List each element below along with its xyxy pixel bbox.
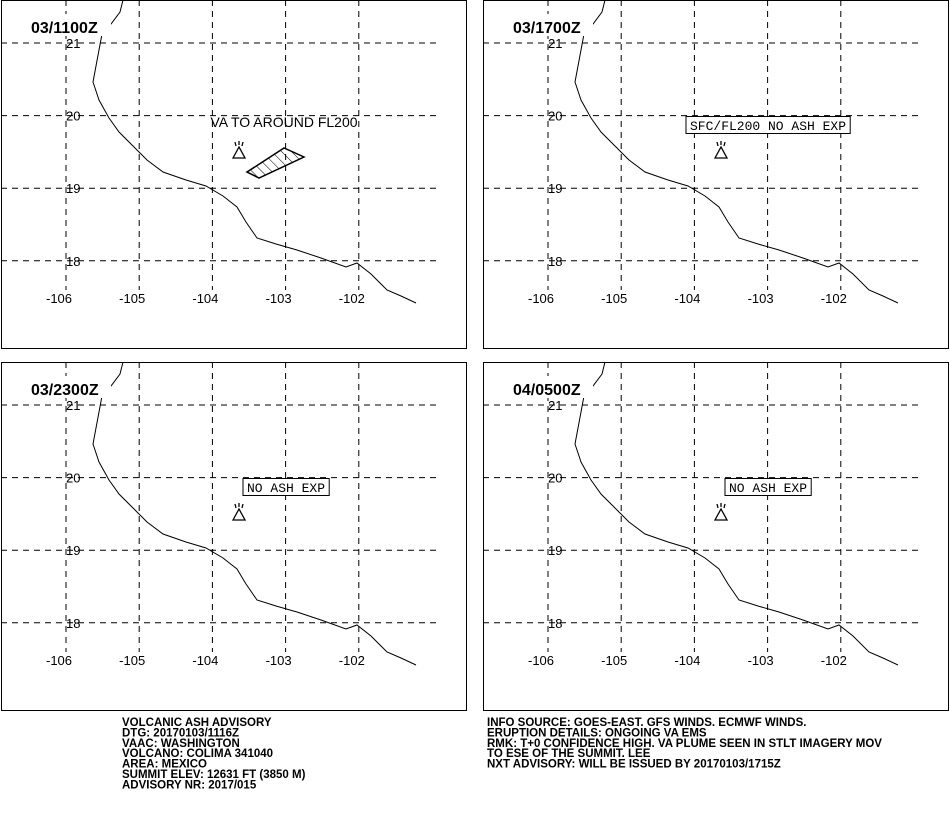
lat-label: 20 [66,471,80,486]
lat-label: 21 [66,36,80,51]
lon-label: -105 [119,653,145,668]
panel-time: 03/1100Z [31,20,98,37]
title-bg [29,376,111,398]
coastline [574,361,899,666]
lon-label: -104 [192,653,218,668]
lat-label: 21 [548,36,562,51]
coastline [574,0,899,304]
lon-label: -104 [674,291,700,306]
lon-label: -106 [46,653,72,668]
lon-label: -102 [339,653,365,668]
lon-label: -103 [266,653,292,668]
advisory-line: VOLCANO: COLIMA 341040 [122,748,273,760]
title-bg [511,376,593,398]
lat-label: 21 [548,398,562,413]
lat-label: 19 [66,181,80,196]
lat-label: 19 [548,543,562,558]
lon-label: -105 [601,653,627,668]
advisory-line: DTG: 20170103/1116Z [122,727,239,739]
advisory-line: ADVISORY NR: 2017/015 [122,779,257,791]
advisory-line: VAAC: WASHINGTON [122,738,240,750]
lat-label: 21 [66,398,80,413]
panel-time: 03/1700Z [513,20,581,37]
lon-label: -102 [821,653,847,668]
advisory-line: AREA: MEXICO [122,759,207,771]
advisory-line: TO ESE OF THE SUMMIT. LEE [487,748,651,760]
lat-label: 18 [548,616,562,631]
coastline [92,0,417,304]
volcano-symbol [713,141,729,159]
map-panel: -106 -105 -104 -103 -102 21 20 19 18 04/0500Z NO A… [483,361,949,711]
lon-label: -104 [192,291,218,306]
annotation: NO ASH EXP [729,481,807,496]
lat-label: 19 [66,543,80,558]
lon-label: -103 [748,653,774,668]
lon-label: -106 [46,291,72,306]
lat-label: 18 [66,254,80,269]
map-panel: -106 -105 -104 -103 -102 21 20 19 18 03/1700Z SFC/… [483,0,949,349]
map-panel: -106 -105 -104 -103 -102 21 20 19 18 03/2300Z NO A… [1,361,467,711]
volcano-symbol [231,141,247,159]
coastline [92,361,417,666]
volcano-symbol [231,503,247,521]
lon-label: -106 [528,291,554,306]
lon-label: -103 [266,291,292,306]
lat-label: 19 [548,181,562,196]
annotation: SFC/FL200 NO ASH EXP [690,119,846,134]
panel-time: 04/0500Z [513,382,581,399]
advisory-line: ERUPTION DETAILS: ONGOING VA EMS [487,727,707,739]
annotation-box [685,116,851,134]
advisory-line: INFO SOURCE: GOES-EAST. GFS WINDS. ECMWF… [487,717,806,729]
annotation-box [242,478,330,496]
lon-label: -104 [674,653,700,668]
advisory-line: SUMMIT ELEV: 12631 FT (3850 M) [122,769,306,781]
ash-plume [245,147,306,179]
lon-label: -105 [601,291,627,306]
map-panel: -106 -105 -104 -103 -102 21 20 19 18 03/1100Z VA T… [1,0,467,349]
title-bg [29,14,111,36]
lon-label: -105 [119,291,145,306]
lon-label: -106 [528,653,554,668]
title-bg [511,14,593,36]
annotation: NO ASH EXP [247,481,325,496]
lat-label: 20 [66,109,80,124]
lon-label: -102 [339,291,365,306]
advisory-line: NXT ADVISORY: WILL BE ISSUED BY 20170103… [487,759,781,771]
lat-label: 20 [548,471,562,486]
advisory-line: RMK: T+0 CONFIDENCE HIGH. VA PLUME SEEN … [487,738,882,750]
panel-time: 03/2300Z [31,382,99,399]
lon-label: -103 [748,291,774,306]
lon-label: -102 [821,291,847,306]
advisory-line: VOLCANIC ASH ADVISORY [122,717,272,729]
lat-label: 20 [548,109,562,124]
annotation: VA TO AROUND FL200 [210,114,357,130]
lat-label: 18 [548,254,562,269]
annotation-box [724,478,812,496]
lat-label: 18 [66,616,80,631]
volcano-symbol [713,503,729,521]
